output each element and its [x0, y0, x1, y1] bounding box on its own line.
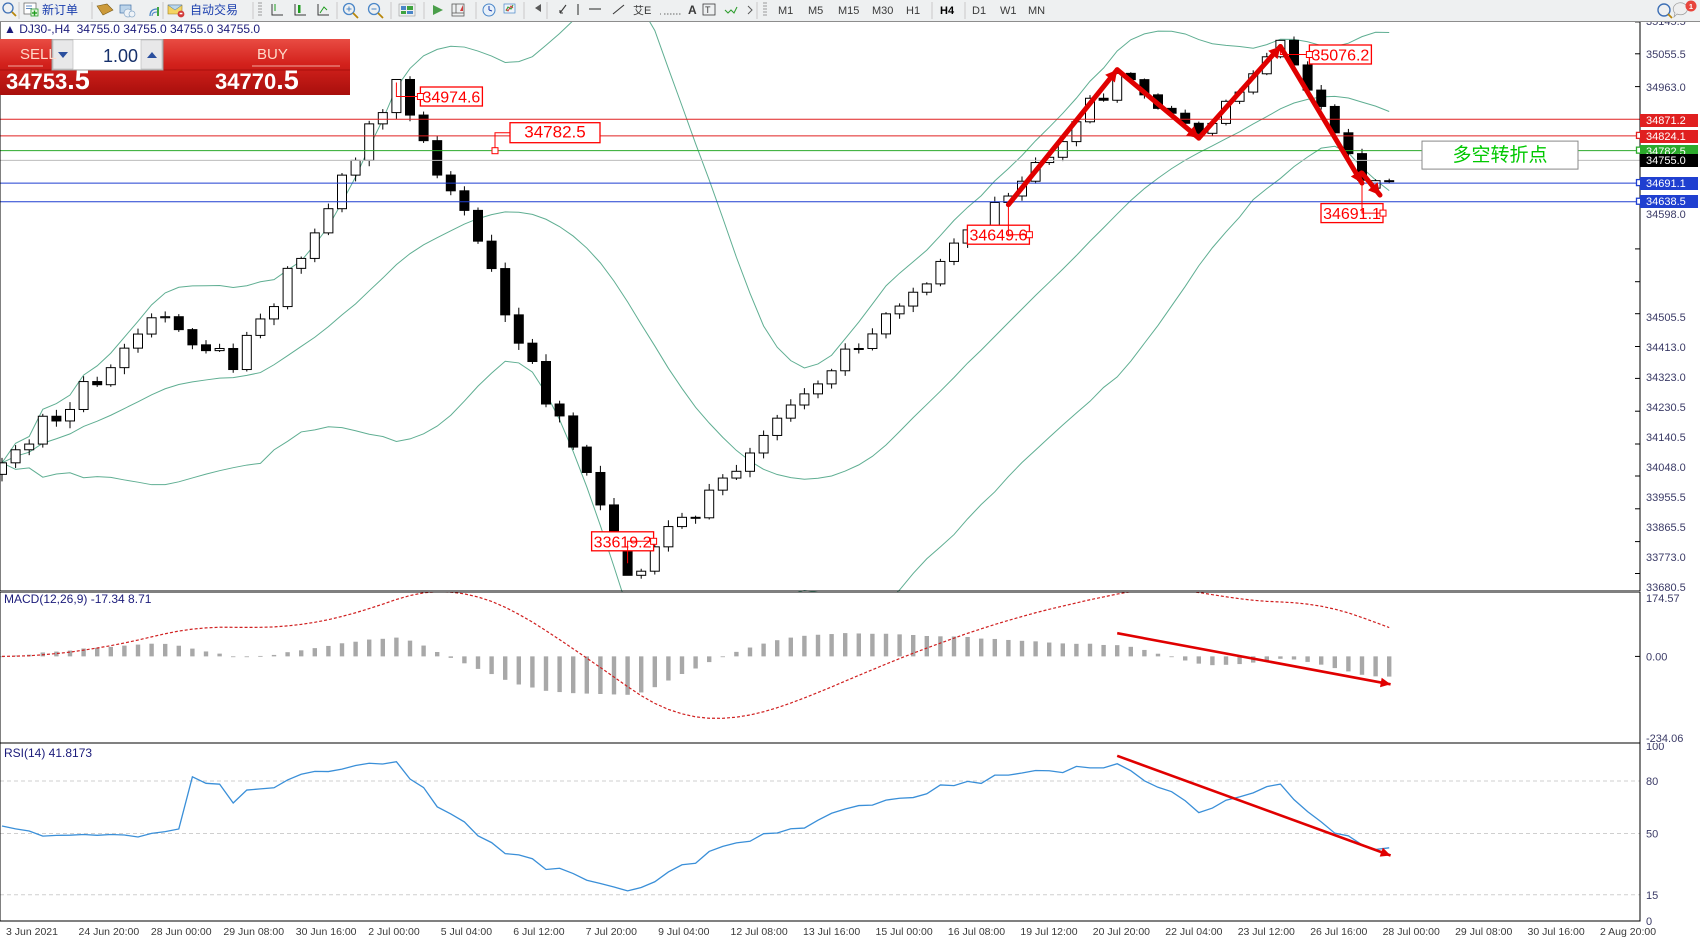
svg-text:2 Aug 20:00: 2 Aug 20:00 [1600, 926, 1656, 937]
svg-text:BUY: BUY [257, 46, 288, 63]
svg-text:7 Jul 20:00: 7 Jul 20:00 [586, 926, 638, 937]
svg-text:50: 50 [1646, 829, 1658, 841]
svg-text:34413.0: 34413.0 [1646, 342, 1686, 354]
svg-text:多空转折点: 多空转折点 [1452, 144, 1547, 166]
svg-text:34974.6: 34974.6 [422, 90, 480, 107]
svg-text:0.00: 0.00 [1646, 651, 1667, 663]
svg-text:34691.1: 34691.1 [1646, 178, 1686, 190]
svg-text:16 Jul 08:00: 16 Jul 08:00 [948, 926, 1005, 937]
svg-text:1: 1 [1689, 2, 1693, 11]
svg-text:33619.2: 33619.2 [594, 534, 652, 551]
svg-text:1.00: 1.00 [103, 46, 138, 66]
svg-text:34963.0: 34963.0 [1646, 82, 1686, 94]
svg-text:RSI(14) 41.8173: RSI(14) 41.8173 [4, 746, 92, 760]
svg-text:34770.5: 34770.5 [215, 65, 299, 95]
svg-text:A: A [688, 3, 697, 17]
svg-text:12 Jul 08:00: 12 Jul 08:00 [731, 926, 788, 937]
svg-text:T: T [705, 5, 711, 15]
svg-text:29 Jul 08:00: 29 Jul 08:00 [1455, 926, 1512, 937]
svg-text:22 Jul 04:00: 22 Jul 04:00 [1165, 926, 1222, 937]
svg-text:新订单: 新订单 [42, 2, 78, 17]
svg-text:D1: D1 [972, 5, 986, 17]
svg-text:H1: H1 [906, 5, 920, 17]
svg-text:MACD(12,26,9) -17.34 8.71: MACD(12,26,9) -17.34 8.71 [4, 592, 152, 606]
svg-text:6 Jul 12:00: 6 Jul 12:00 [513, 926, 565, 937]
svg-text:33955.5: 33955.5 [1646, 492, 1686, 504]
svg-text:34638.5: 34638.5 [1646, 196, 1686, 208]
svg-text:80: 80 [1646, 776, 1658, 788]
svg-text:15: 15 [1646, 890, 1658, 902]
svg-text:M15: M15 [838, 5, 859, 17]
svg-text:34140.5: 34140.5 [1646, 432, 1686, 444]
svg-text:W1: W1 [1000, 5, 1017, 17]
svg-text:9 Jul 04:00: 9 Jul 04:00 [658, 926, 710, 937]
svg-text:100: 100 [1646, 743, 1664, 753]
svg-text:34871.2: 34871.2 [1646, 115, 1686, 127]
svg-text:2 Jul 00:00: 2 Jul 00:00 [368, 926, 420, 937]
svg-text:13 Jul 16:00: 13 Jul 16:00 [803, 926, 860, 937]
svg-text:33865.5: 33865.5 [1646, 522, 1686, 534]
svg-text:33773.0: 33773.0 [1646, 552, 1686, 564]
svg-text:34753.5: 34753.5 [6, 65, 90, 95]
svg-text:34691.1: 34691.1 [1323, 206, 1381, 223]
svg-text:M5: M5 [808, 5, 823, 17]
svg-text:5 Jul 04:00: 5 Jul 04:00 [441, 926, 493, 937]
svg-text:19 Jul 12:00: 19 Jul 12:00 [1020, 926, 1077, 937]
svg-text:30 Jun 16:00: 30 Jun 16:00 [296, 926, 357, 937]
svg-text:30 Jul 16:00: 30 Jul 16:00 [1528, 926, 1585, 937]
svg-text:35076.2: 35076.2 [1311, 48, 1369, 65]
svg-text:26 Jul 16:00: 26 Jul 16:00 [1310, 926, 1367, 937]
svg-text:34782.5: 34782.5 [524, 123, 585, 142]
svg-text:35055.5: 35055.5 [1646, 49, 1686, 61]
svg-text:23 Jul 12:00: 23 Jul 12:00 [1238, 926, 1295, 937]
svg-text:MN: MN [1028, 5, 1045, 17]
svg-text:29 Jun 08:00: 29 Jun 08:00 [223, 926, 284, 937]
svg-text:20 Jul 20:00: 20 Jul 20:00 [1093, 926, 1150, 937]
svg-text:34649.6: 34649.6 [969, 228, 1027, 245]
svg-text:15 Jul 00:00: 15 Jul 00:00 [876, 926, 933, 937]
svg-text:艾E: 艾E [633, 4, 651, 17]
svg-text:M1: M1 [778, 5, 793, 17]
svg-text:34323.0: 34323.0 [1646, 372, 1686, 384]
svg-text:24 Jun 20:00: 24 Jun 20:00 [79, 926, 140, 937]
svg-text:28 Jul 00:00: 28 Jul 00:00 [1383, 926, 1440, 937]
svg-text:-234.06: -234.06 [1646, 733, 1683, 743]
svg-text:33680.5: 33680.5 [1646, 582, 1686, 592]
svg-text:H4: H4 [940, 5, 955, 17]
svg-text:3 Jun 2021: 3 Jun 2021 [6, 926, 58, 937]
svg-text:34598.0: 34598.0 [1646, 209, 1686, 221]
svg-text:174.57: 174.57 [1646, 593, 1680, 605]
svg-text:M30: M30 [872, 5, 893, 17]
svg-text:34505.5: 34505.5 [1646, 312, 1686, 324]
svg-text:34824.1: 34824.1 [1646, 131, 1686, 143]
svg-text:34048.0: 34048.0 [1646, 462, 1686, 474]
svg-text:自动交易: 自动交易 [190, 2, 238, 17]
svg-text:34230.5: 34230.5 [1646, 402, 1686, 414]
svg-text:34755.0: 34755.0 [1646, 155, 1686, 167]
svg-text:SELL: SELL [20, 46, 57, 63]
svg-text:28 Jun 00:00: 28 Jun 00:00 [151, 926, 212, 937]
